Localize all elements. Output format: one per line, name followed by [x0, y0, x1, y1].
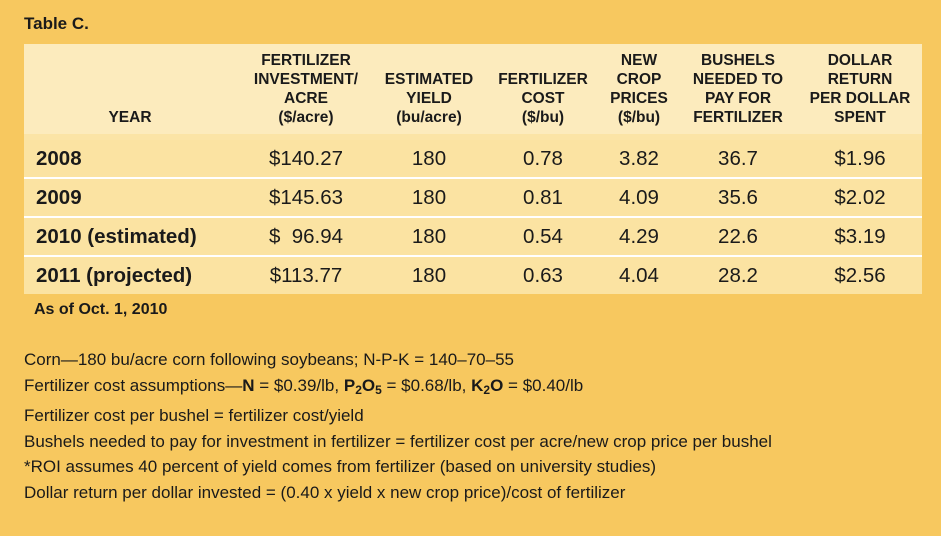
cell-yield: 180 — [411, 264, 447, 287]
table-row: 2009 $145.63 180 0.81 4.09 35.6 $2.02 — [24, 179, 922, 216]
note-corn: Corn—180 bu/acre corn following soybeans… — [24, 350, 514, 369]
cell-bushels: 35.6 — [718, 186, 758, 209]
cell-cost: 0.63 — [523, 264, 563, 287]
cell-return: $3.19 — [834, 225, 886, 248]
header-yield: ESTIMATED YIELD (bu/acre) — [384, 71, 474, 126]
header-return: DOLLAR RETURN PER DOLLAR SPENT — [809, 52, 911, 126]
cell-investment: $140.27 — [268, 147, 344, 170]
row-divider — [24, 255, 922, 257]
row-divider — [24, 216, 922, 218]
header-investment: FERTILIZER INVESTMENT/ ACRE ($/acre) — [253, 52, 359, 126]
header-cost: FERTILIZER COST ($/bu) — [498, 71, 588, 126]
cell-price: 3.82 — [619, 147, 659, 170]
cell-year: 2011 (projected) — [36, 264, 193, 287]
note-roi: *ROI assumes 40 percent of yield comes f… — [24, 457, 657, 476]
cell-investment: $113.77 — [269, 264, 343, 287]
cell-cost: 0.54 — [523, 225, 563, 248]
cell-bushels: 22.6 — [718, 225, 758, 248]
table-title: Table C. — [24, 14, 89, 33]
header-price: NEW CROP PRICES ($/bu) — [610, 52, 668, 126]
note-bushels-needed: Bushels needed to pay for investment in … — [24, 431, 772, 451]
header-bushels: BUSHELS NEEDED TO PAY FOR FERTILIZER — [692, 52, 784, 126]
cell-return: $2.02 — [834, 186, 886, 209]
row-divider — [24, 177, 922, 179]
cell-year: 2008 — [36, 147, 82, 170]
cell-yield: 180 — [411, 186, 447, 209]
cell-bushels: 28.2 — [718, 264, 758, 287]
cell-year: 2010 (estimated) — [36, 225, 197, 248]
table-row: 2011 (projected) $113.77 180 0.63 4.04 2… — [24, 257, 922, 294]
header-year: YEAR — [108, 109, 152, 126]
cell-cost: 0.78 — [523, 147, 563, 170]
table-row: 2010 (estimated) $ 96.94 180 0.54 4.29 2… — [24, 218, 922, 255]
cell-price: 4.04 — [619, 264, 659, 287]
cell-year: 2009 — [36, 186, 82, 209]
note-dollar-return: Dollar return per dollar invested = (0.4… — [24, 482, 626, 502]
cell-investment: $ 96.94 — [268, 225, 344, 248]
data-table: YEAR FERTILIZER INVESTMENT/ ACRE ($/acre… — [24, 44, 922, 294]
cell-yield: 180 — [411, 225, 447, 248]
cell-price: 4.09 — [619, 186, 659, 209]
cell-return: $1.96 — [834, 147, 886, 170]
as-of-note: As of Oct. 1, 2010 — [34, 301, 168, 318]
table-row: 2008 $140.27 180 0.78 3.82 36.7 $1.96 — [24, 140, 922, 177]
table-header: YEAR FERTILIZER INVESTMENT/ ACRE ($/acre… — [24, 44, 922, 134]
cell-yield: 180 — [411, 147, 447, 170]
cell-bushels: 36.7 — [718, 147, 758, 170]
note-cost-assumptions: Fertilizer cost assumptions—N = $0.39/lb… — [24, 375, 584, 397]
cell-return: $2.56 — [834, 264, 886, 287]
note-cost-per-bushel: Fertilizer cost per bushel = fertilizer … — [24, 406, 364, 425]
cell-price: 4.29 — [619, 225, 659, 248]
cell-cost: 0.81 — [523, 186, 563, 209]
footnotes: Corn—180 bu/acre corn following soybeans… — [24, 347, 924, 505]
cell-investment: $145.63 — [268, 186, 344, 209]
